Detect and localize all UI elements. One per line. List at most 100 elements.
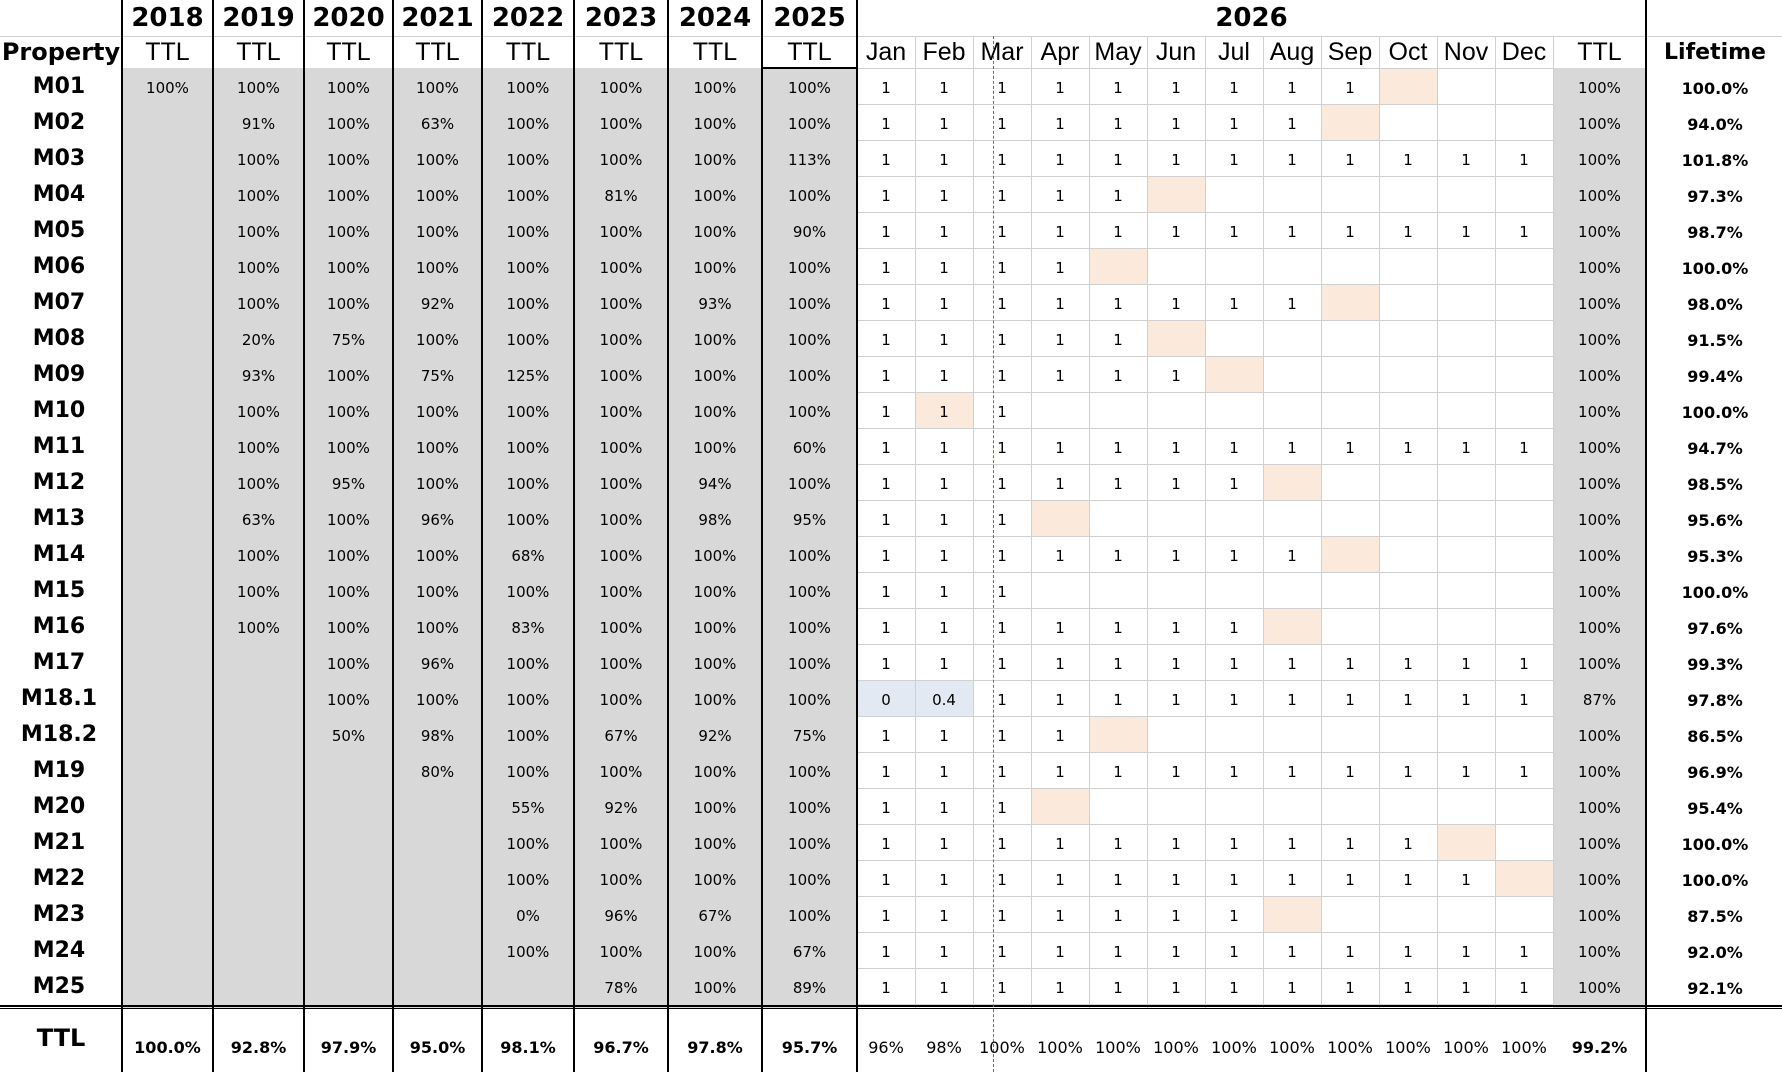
year-ttl-value[interactable]: 100%: [237, 151, 280, 169]
ttl-2026-value[interactable]: 100%: [1578, 763, 1621, 781]
year-total-value[interactable]: 97.8%: [687, 1037, 743, 1057]
month-value[interactable]: 1: [1113, 475, 1123, 493]
lifetime-value[interactable]: 101.8%: [1681, 150, 1749, 170]
property-name[interactable]: M11: [32, 433, 86, 459]
ttl-2026-value[interactable]: 100%: [1578, 835, 1621, 853]
month-value[interactable]: 1: [1403, 691, 1413, 709]
ttl-2026-value[interactable]: 100%: [1578, 331, 1621, 349]
year-ttl-value[interactable]: 100%: [506, 655, 550, 673]
month-value[interactable]: 1: [1113, 439, 1123, 457]
year-ttl-value[interactable]: 93%: [241, 367, 276, 385]
year-ttl-value[interactable]: 100%: [327, 259, 370, 277]
ttl-2026-value[interactable]: 100%: [1578, 511, 1621, 529]
year-ttl-value[interactable]: 95%: [331, 475, 366, 493]
month-value[interactable]: 1: [1461, 655, 1471, 673]
lifetime-value[interactable]: 100.0%: [1681, 834, 1749, 854]
month-value[interactable]: 1: [881, 583, 891, 601]
month-total-value[interactable]: 100%: [1269, 1037, 1315, 1057]
month-value[interactable]: 1: [1171, 691, 1181, 709]
month-value[interactable]: 1: [939, 943, 949, 961]
month-value[interactable]: 1: [1229, 655, 1239, 673]
month-value[interactable]: 1: [939, 475, 949, 493]
year-header-2019[interactable]: 2019: [222, 3, 295, 33]
year-ttl-value[interactable]: 100%: [693, 619, 737, 637]
year-ttl-header[interactable]: TTL: [415, 37, 460, 66]
month-value[interactable]: 1: [1229, 691, 1239, 709]
year-ttl-value[interactable]: 89%: [792, 979, 827, 997]
property-name[interactable]: M03: [32, 145, 86, 171]
month-value[interactable]: 1: [997, 259, 1007, 277]
year-ttl-value[interactable]: 100%: [788, 835, 831, 853]
property-name[interactable]: M21: [32, 829, 86, 855]
year-ttl-value[interactable]: 100%: [327, 367, 370, 385]
month-value[interactable]: 1: [939, 403, 949, 421]
year-ttl-value[interactable]: 100%: [788, 691, 831, 709]
lifetime-value[interactable]: 94.7%: [1687, 438, 1743, 458]
year-ttl-value[interactable]: 100%: [788, 583, 831, 601]
lifetime-value[interactable]: 95.6%: [1687, 510, 1743, 530]
year-ttl-value[interactable]: 100%: [416, 691, 459, 709]
property-name[interactable]: M20: [32, 793, 86, 819]
month-total-value[interactable]: 100%: [1385, 1037, 1431, 1057]
ttl-2026-value[interactable]: 100%: [1578, 727, 1621, 745]
lifetime-value[interactable]: 100.0%: [1681, 78, 1749, 98]
year-ttl-value[interactable]: 100%: [506, 835, 550, 853]
month-value[interactable]: 1: [1113, 547, 1123, 565]
month-value[interactable]: 1: [1345, 691, 1355, 709]
year-ttl-value[interactable]: 100%: [599, 295, 643, 313]
year-total-value[interactable]: 98.1%: [500, 1037, 556, 1057]
year-ttl-value[interactable]: 100%: [788, 115, 831, 133]
month-value[interactable]: 1: [881, 295, 891, 313]
year-ttl-value[interactable]: 100%: [599, 79, 643, 97]
year-ttl-value[interactable]: 100%: [788, 295, 831, 313]
month-value[interactable]: 1: [1345, 763, 1355, 781]
lifetime-value[interactable]: 87.5%: [1687, 906, 1743, 926]
month-value[interactable]: 1: [881, 151, 891, 169]
year-ttl-value[interactable]: 80%: [420, 763, 455, 781]
year-ttl-value[interactable]: 100%: [327, 295, 370, 313]
year-header-2018[interactable]: 2018: [131, 3, 204, 33]
month-value[interactable]: 1: [1229, 763, 1239, 781]
year-ttl-value[interactable]: 100%: [693, 583, 737, 601]
year-ttl-value[interactable]: 100%: [416, 547, 459, 565]
month-value[interactable]: 1: [1113, 187, 1123, 205]
month-value[interactable]: 1: [1171, 619, 1181, 637]
month-value[interactable]: 1: [881, 475, 891, 493]
year-ttl-header[interactable]: TTL: [787, 37, 832, 66]
year-header-2025[interactable]: 2025: [773, 3, 846, 33]
month-value[interactable]: 1: [1055, 547, 1065, 565]
year-ttl-value[interactable]: 100%: [788, 799, 831, 817]
year-ttl-value[interactable]: 100%: [599, 403, 643, 421]
year-ttl-value[interactable]: 100%: [693, 799, 737, 817]
month-header-Oct[interactable]: Oct: [1388, 37, 1428, 66]
month-value[interactable]: 1: [1345, 439, 1355, 457]
year-ttl-value[interactable]: 78%: [604, 979, 638, 997]
year-total-value[interactable]: 95.7%: [781, 1037, 838, 1057]
year-ttl-value[interactable]: 81%: [604, 187, 638, 205]
month-value[interactable]: 1: [1403, 871, 1413, 889]
year-ttl-value[interactable]: 100%: [416, 619, 459, 637]
month-total-value[interactable]: 100%: [1211, 1037, 1257, 1057]
month-value[interactable]: 1: [939, 727, 949, 745]
year-ttl-value[interactable]: 100%: [693, 439, 737, 457]
year-ttl-value[interactable]: 100%: [237, 187, 280, 205]
month-value[interactable]: 1: [1055, 871, 1065, 889]
year-ttl-value[interactable]: 96%: [420, 511, 455, 529]
month-value[interactable]: 0: [881, 691, 891, 709]
year-ttl-value[interactable]: 92%: [698, 727, 732, 745]
month-value[interactable]: 1: [997, 655, 1007, 673]
month-value[interactable]: 1: [1113, 907, 1123, 925]
month-value[interactable]: 1: [1055, 187, 1065, 205]
year-ttl-value[interactable]: 100%: [506, 763, 550, 781]
month-value[interactable]: 1: [1345, 151, 1355, 169]
ttl-2026-value[interactable]: 100%: [1578, 151, 1621, 169]
month-value[interactable]: 1: [939, 835, 949, 853]
year-ttl-value[interactable]: 100%: [693, 547, 737, 565]
year-ttl-value[interactable]: 67%: [698, 907, 732, 925]
year-ttl-header[interactable]: TTL: [505, 37, 551, 66]
month-value[interactable]: 1: [997, 691, 1007, 709]
month-total-value[interactable]: 100%: [1443, 1037, 1489, 1057]
year-ttl-value[interactable]: 100%: [416, 583, 459, 601]
year-ttl-value[interactable]: 100%: [693, 79, 737, 97]
year-ttl-value[interactable]: 100%: [237, 259, 280, 277]
